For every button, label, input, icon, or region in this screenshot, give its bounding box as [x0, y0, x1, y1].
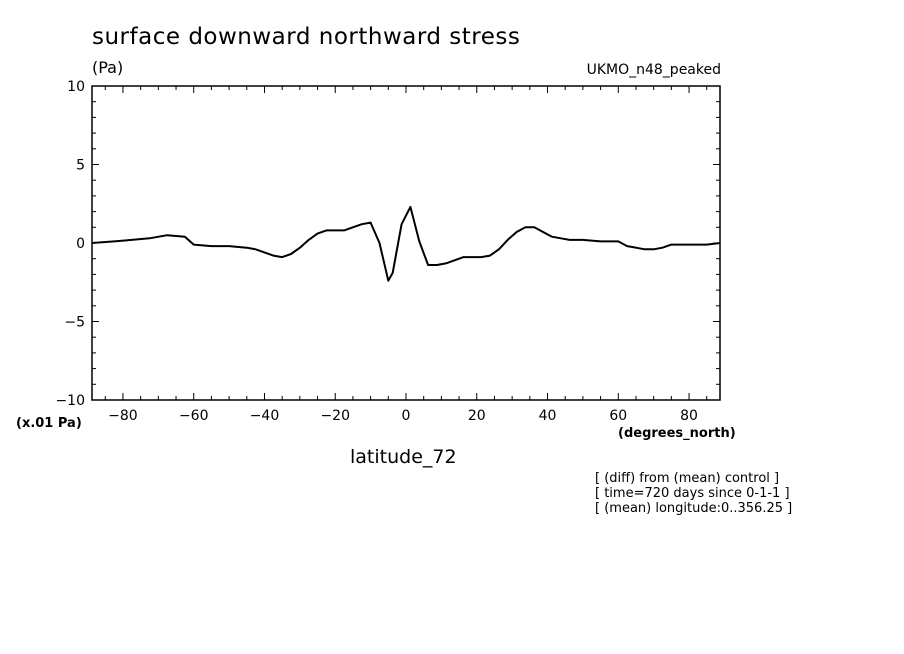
plot-frame	[91, 85, 721, 401]
y-tick-label: 0	[76, 236, 85, 252]
y-tick-label: −10	[55, 393, 85, 409]
x-tick-label: −80	[108, 408, 138, 424]
y-tick-label: 5	[76, 158, 85, 174]
notes-block: [ (diff) from (mean) control ] [ time=72…	[595, 471, 792, 516]
x-tick-label: 60	[609, 408, 627, 424]
note-line: [ (mean) longitude:0..356.25 ]	[595, 501, 793, 516]
x-tick-label: 80	[680, 408, 698, 424]
x-tick-label: −40	[250, 408, 280, 424]
note-line: [ (diff) from (mean) control ]	[595, 471, 780, 486]
units-label: (Pa)	[92, 58, 124, 77]
x-tick-label: −60	[179, 408, 209, 424]
model-label: UKMO_n48_peaked	[586, 62, 721, 78]
y-tick-label: 10	[67, 79, 85, 95]
y-scale-label: (x.01 Pa)	[16, 416, 82, 431]
x-tick-label: 0	[402, 408, 411, 424]
chart-title: surface downward northward stress	[92, 24, 521, 50]
y-tick-label: −5	[64, 315, 85, 331]
x-axis-title: latitude_72	[350, 446, 457, 468]
x-tick-label: 40	[539, 408, 557, 424]
x-tick-label: 20	[468, 408, 486, 424]
x-tick-label: −20	[320, 408, 350, 424]
series-line	[91, 205, 721, 282]
x-units-label: (degrees_north)	[618, 426, 736, 441]
note-line: [ time=720 days since 0-1-1 ]	[595, 486, 790, 501]
